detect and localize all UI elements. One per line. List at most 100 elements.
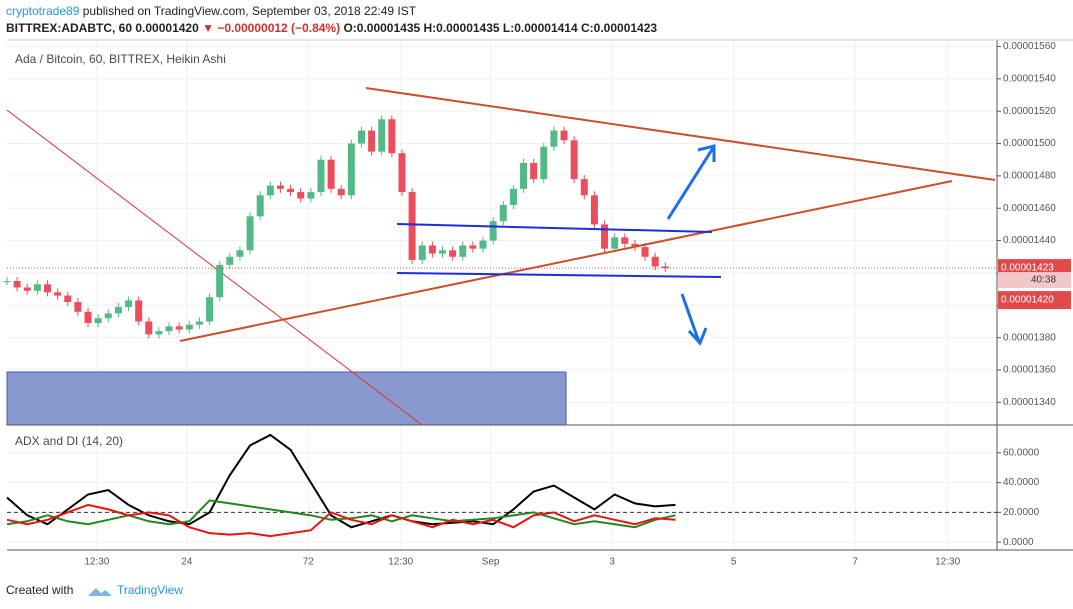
trend-line xyxy=(179,180,953,342)
arrow-up xyxy=(666,144,716,220)
candle xyxy=(499,205,507,222)
candles xyxy=(3,115,669,339)
channel-line xyxy=(396,223,713,233)
y-tick-label: 0.00001520 xyxy=(1003,106,1056,117)
candle xyxy=(185,324,193,330)
candle xyxy=(317,159,325,193)
candle xyxy=(3,281,11,283)
candle xyxy=(570,140,578,180)
candle xyxy=(418,245,426,260)
candle xyxy=(469,245,477,249)
candle xyxy=(368,130,376,152)
candle xyxy=(631,243,639,248)
price-label: 40:38 xyxy=(1031,275,1056,286)
candle xyxy=(590,195,598,225)
candle xyxy=(540,146,548,180)
candle xyxy=(135,300,143,322)
candle xyxy=(611,237,619,249)
x-tick-label: 12:30 xyxy=(388,557,413,568)
y-tick-label: 0.00001460 xyxy=(1003,203,1056,214)
candle xyxy=(550,130,558,147)
pane-title: Ada / Bitcoin, 60, BITTREX, Heikin Ashi xyxy=(15,52,226,66)
candle xyxy=(94,318,102,324)
candle xyxy=(530,162,538,180)
price-label-box xyxy=(998,291,1071,310)
x-tick-label: 24 xyxy=(181,557,193,568)
indicator xyxy=(6,433,997,538)
candle xyxy=(580,179,588,196)
price: 0.00001420 xyxy=(135,21,199,35)
candle xyxy=(114,306,122,314)
trend-line xyxy=(365,87,996,181)
x-tick-label: 5 xyxy=(731,557,737,568)
x-tick-label: 12:30 xyxy=(84,557,109,568)
price-label: 0.00001423 xyxy=(1001,263,1054,274)
candle xyxy=(520,162,528,189)
candle xyxy=(165,326,173,332)
candle xyxy=(479,240,487,249)
candle xyxy=(195,321,203,325)
y-tick-label: 0.00001440 xyxy=(1003,235,1056,246)
candle xyxy=(621,237,629,244)
candle xyxy=(256,195,264,217)
trend-line xyxy=(6,109,423,426)
candle xyxy=(226,256,234,265)
y-tick-label: 0.00001340 xyxy=(1003,397,1056,408)
indicator-line xyxy=(6,499,676,529)
candle xyxy=(276,185,284,189)
candle xyxy=(206,297,214,322)
candle xyxy=(489,221,497,241)
candle xyxy=(398,153,406,193)
ohlc: L:0.00001414 xyxy=(503,21,578,35)
y-tick-label: 0.00001560 xyxy=(1003,41,1056,52)
x-tick-label: 12:30 xyxy=(935,557,960,568)
candle xyxy=(661,266,669,269)
published: published on TradingView.com, September … xyxy=(83,4,417,18)
price-label-box xyxy=(998,272,1071,289)
candle xyxy=(84,311,92,324)
arrow-down xyxy=(680,293,708,346)
candle xyxy=(449,250,457,257)
candle xyxy=(145,321,153,335)
candle xyxy=(327,159,335,189)
candle xyxy=(357,130,365,144)
candle xyxy=(216,264,224,298)
candle xyxy=(175,326,183,330)
footer-brand: TradingView xyxy=(117,583,183,597)
candle xyxy=(74,302,82,312)
ohlc: C:0.00001423 xyxy=(581,21,657,35)
y-tick-label: 0.00001360 xyxy=(1003,365,1056,376)
channel-line xyxy=(396,272,722,278)
candle xyxy=(23,287,31,291)
user: cryptotrade89 xyxy=(6,4,80,18)
candle xyxy=(104,313,112,319)
candle xyxy=(560,130,568,141)
y-tick-label: 60.0000 xyxy=(1003,447,1040,458)
candle xyxy=(428,245,436,254)
candle xyxy=(408,192,416,260)
candle xyxy=(287,188,295,193)
x-tick-label: Sep xyxy=(482,557,500,568)
candle xyxy=(438,250,446,254)
pane-title: ADX and DI (14, 20) xyxy=(15,434,123,448)
candle xyxy=(44,284,52,293)
candle xyxy=(125,300,133,307)
candle xyxy=(378,119,386,152)
header-line: cryptotrade89 published on TradingView.c… xyxy=(6,4,417,18)
price-label: 0.00001420 xyxy=(1001,295,1054,306)
indicator-line xyxy=(6,503,676,538)
y-tick-label: 0.00001480 xyxy=(1003,171,1056,182)
candle xyxy=(337,188,345,196)
candle xyxy=(509,188,517,205)
zone xyxy=(6,371,567,426)
candle xyxy=(33,284,41,291)
y-tick-label: 0.0000 xyxy=(1003,537,1034,548)
y-tick-label: 0.00001540 xyxy=(1003,73,1056,84)
candle xyxy=(297,192,305,199)
candle xyxy=(347,143,355,196)
candle xyxy=(651,256,659,267)
x-tick-label: 7 xyxy=(852,557,858,568)
y-tick-label: 0.00001380 xyxy=(1003,332,1056,343)
